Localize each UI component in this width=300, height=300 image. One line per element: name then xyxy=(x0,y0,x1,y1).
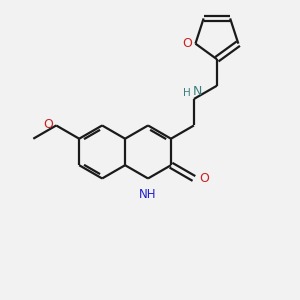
Text: O: O xyxy=(199,172,209,185)
Text: O: O xyxy=(44,118,53,131)
Text: H: H xyxy=(183,88,191,98)
Text: N: N xyxy=(193,85,202,98)
Text: NH: NH xyxy=(139,188,157,201)
Text: O: O xyxy=(183,37,193,50)
